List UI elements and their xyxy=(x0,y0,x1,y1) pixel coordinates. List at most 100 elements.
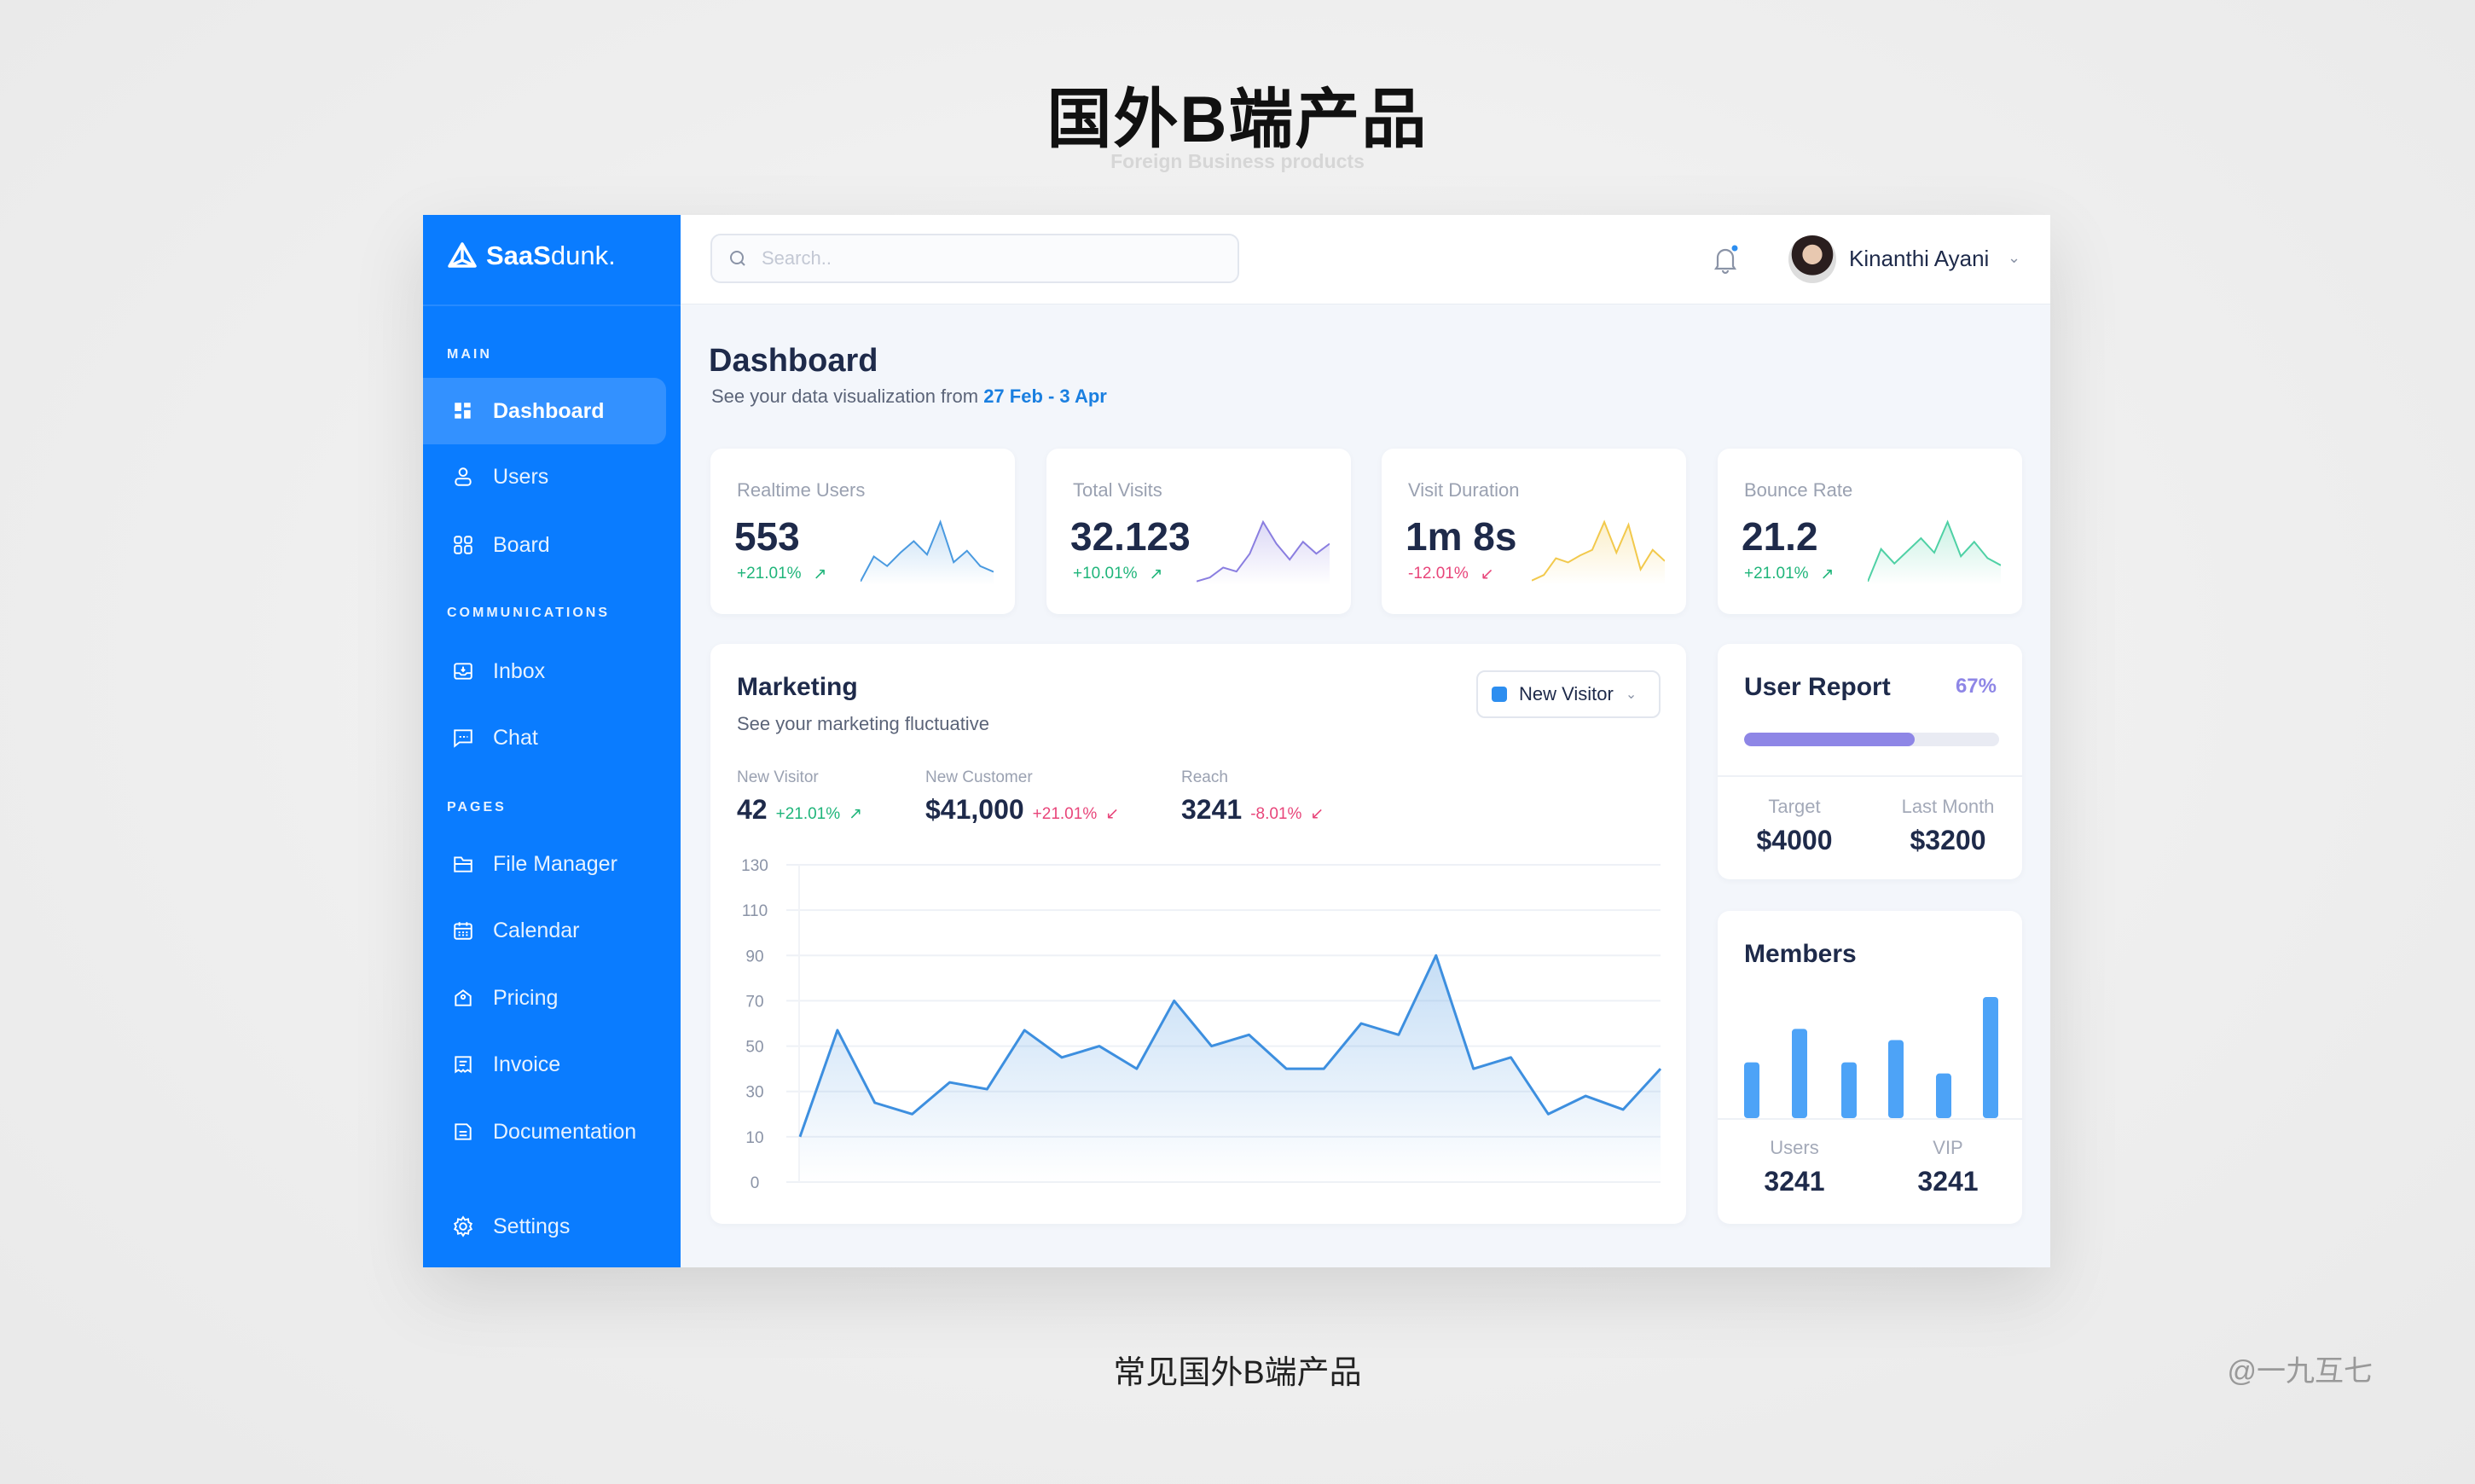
users-stat: Users 3241 xyxy=(1718,1137,1871,1197)
sidebar-item-label: File Manager xyxy=(493,851,617,876)
author-credit: @一九互七 xyxy=(2227,1355,2373,1388)
trend-up-icon: ↗ xyxy=(1820,565,1835,583)
chevron-down-icon: ⌄ xyxy=(1625,687,1637,702)
stat-change: -12.01% xyxy=(1408,565,1469,583)
sidebar-item-dashboard[interactable]: Dashboard xyxy=(423,378,666,444)
section-main: MAIN xyxy=(447,347,492,362)
sparkline xyxy=(861,519,994,585)
members-title: Members xyxy=(1744,940,1857,968)
dashboard-icon xyxy=(455,403,471,419)
bell-icon[interactable] xyxy=(1711,244,1740,275)
logo-text: SaaS xyxy=(486,241,551,270)
search-input[interactable]: Search.. xyxy=(710,234,1239,283)
y-tick-label: 70 xyxy=(745,993,763,1011)
sidebar-item-label: Inbox xyxy=(493,658,546,683)
page-subtitle: See your data visualization from 27 Feb … xyxy=(711,385,1107,408)
inbox-icon xyxy=(454,663,472,680)
sidebar-item-file-manager[interactable]: File Manager xyxy=(423,831,666,897)
member-bar xyxy=(1841,1062,1857,1118)
stat-card: Realtime Users 553 +21.01% ↗ xyxy=(710,449,1015,614)
stat-value: $3200 xyxy=(1910,825,1986,855)
sidebar-item-calendar[interactable]: Calendar xyxy=(423,897,666,964)
user-report-card: User Report 67% Target $4000 Last Month $3… xyxy=(1718,644,2022,879)
sidebar-item-label: Documentation xyxy=(493,1119,637,1144)
metric-reach: Reach 3241 -8.01% ↙ xyxy=(1181,768,1324,826)
stat-label: Last Month xyxy=(1901,796,1995,817)
dashboard-app: SaaSdunk. MAIN COMMUNICATIONS PAGES Dash… xyxy=(423,215,2050,1267)
stat-label: Bounce Rate xyxy=(1744,479,1853,501)
gear-icon xyxy=(453,1215,473,1238)
progress-bar xyxy=(1744,733,1999,746)
sidebar: SaaSdunk. MAIN COMMUNICATIONS PAGES Dash… xyxy=(423,215,681,1267)
stat-change: +21.01% xyxy=(737,565,802,583)
y-tick-label: 110 xyxy=(742,902,768,920)
metric-change: +21.01% xyxy=(775,805,841,823)
members-bar-chart xyxy=(1744,997,1998,1118)
metric-value: $41,000 xyxy=(925,794,1024,825)
avatar[interactable] xyxy=(1788,235,1836,283)
sidebar-item-label: Chat xyxy=(493,725,538,750)
marketing-title: Marketing xyxy=(737,673,858,701)
divider xyxy=(423,304,681,306)
metric-value: 42 xyxy=(737,794,768,825)
sidebar-item-inbox[interactable]: Inbox xyxy=(423,638,666,704)
metric-change: -8.01% xyxy=(1250,805,1302,823)
sidebar-item-pricing[interactable]: Pricing xyxy=(423,965,666,1031)
y-tick-label: 130 xyxy=(741,857,768,875)
invoice-icon xyxy=(455,1056,472,1074)
sidebar-item-label: Dashboard xyxy=(493,398,605,423)
sparkline-area xyxy=(861,522,994,585)
sidebar-item-documentation[interactable]: Documentation xyxy=(423,1099,666,1165)
marketing-chart: 130 110 90 70 50 30 10 0 xyxy=(741,857,1662,1192)
trend-down-icon: ↙ xyxy=(1310,805,1324,823)
sidebar-item-board[interactable]: Board xyxy=(423,512,666,578)
sidebar-item-invoice[interactable]: Invoice xyxy=(423,1031,666,1098)
stat-label: Realtime Users xyxy=(737,479,866,501)
member-bar xyxy=(1983,997,1998,1118)
sidebar-item-label: Board xyxy=(493,532,550,557)
slide-title: 国外B端产品 xyxy=(1046,84,1429,156)
user-report-percent: 67% xyxy=(1955,675,1997,698)
series-dropdown[interactable]: New Visitor ⌄ xyxy=(1476,670,1661,718)
sidebar-item-chat[interactable]: Chat xyxy=(423,704,666,771)
chat-icon xyxy=(454,729,472,748)
sparkline xyxy=(1868,519,2001,585)
divider xyxy=(1718,775,2022,777)
sparkline-line xyxy=(1868,519,2001,583)
folder-icon xyxy=(454,856,472,872)
member-bar xyxy=(1792,1029,1807,1118)
dropdown-value: New Visitor xyxy=(1519,683,1614,704)
stat-value: 3241 xyxy=(1764,1166,1825,1197)
stat-card: Total Visits 32.123 +10.01% ↗ xyxy=(1046,449,1351,614)
trend-down-icon: ↙ xyxy=(1480,565,1494,583)
search-icon xyxy=(730,251,745,266)
sidebar-item-settings[interactable]: Settings xyxy=(423,1193,666,1260)
stat-label: Total Visits xyxy=(1073,479,1162,501)
stat-value: 1m 8s xyxy=(1406,514,1517,559)
y-tick-label: 50 xyxy=(745,1039,763,1057)
member-bar xyxy=(1936,1073,1951,1118)
logo[interactable]: SaaSdunk. xyxy=(447,241,616,271)
sidebar-item-label: Settings xyxy=(493,1214,571,1238)
metric-change: +21.01% xyxy=(1032,805,1098,823)
top-header: Search.. Kinanthi Ayani ⌄ xyxy=(681,215,2050,304)
chevron-down-icon[interactable]: ⌄ xyxy=(2008,249,2021,266)
sparkline xyxy=(1197,519,1330,585)
calendar-icon xyxy=(454,922,472,940)
sparkline xyxy=(1532,519,1665,585)
series-line xyxy=(798,954,1662,1138)
stat-value: 21.2 xyxy=(1742,514,1818,559)
marketing-card: Marketing See your marketing fluctuative… xyxy=(710,644,1686,1224)
trend-up-icon: ↗ xyxy=(1149,565,1163,583)
sidebar-item-users[interactable]: Users xyxy=(423,443,666,510)
user-report-title: User Report xyxy=(1744,673,1891,701)
board-icon xyxy=(454,536,472,554)
sidebar-item-label: Invoice xyxy=(493,1052,561,1076)
trend-up-icon: ↗ xyxy=(813,565,827,583)
divider xyxy=(1718,1118,2022,1120)
sidebar-item-label: Calendar xyxy=(493,918,580,942)
metric-new-visitor: New Visitor 42 +21.01% ↗ xyxy=(737,768,862,826)
stat-value: 3241 xyxy=(1917,1166,1979,1197)
user-name[interactable]: Kinanthi Ayani xyxy=(1849,246,1990,271)
date-range[interactable]: 27 Feb - 3 Apr xyxy=(983,385,1107,407)
